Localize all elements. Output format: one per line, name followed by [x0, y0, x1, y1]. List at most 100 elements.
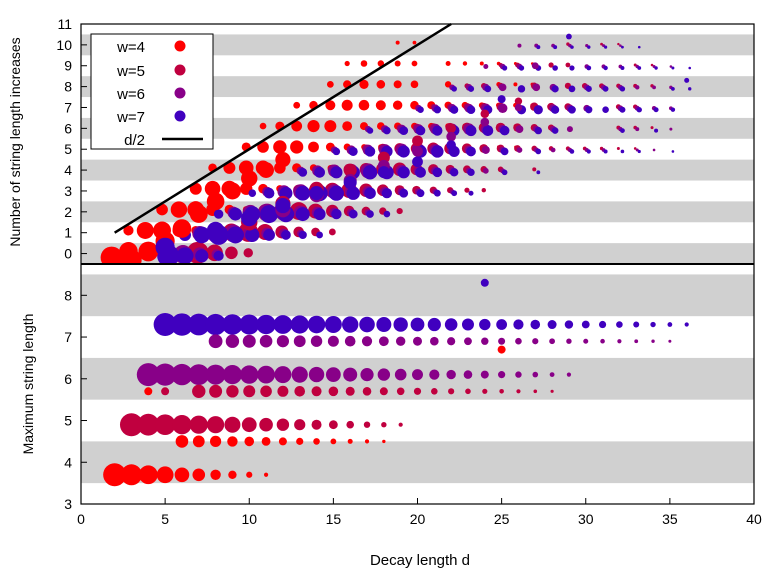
- row-subpoint: [482, 388, 488, 394]
- point-w7: [275, 197, 291, 214]
- row-subpoint: [344, 335, 356, 347]
- row-point-w7: [581, 320, 590, 329]
- point-w7: [536, 170, 541, 175]
- row-point-w6: [291, 366, 308, 383]
- row-subpoint: [413, 387, 422, 395]
- point-w5: [243, 248, 253, 258]
- point-w4: [360, 60, 368, 67]
- y-tick-label: 1: [64, 225, 72, 241]
- point-w7: [620, 149, 625, 154]
- row-subpoint: [347, 438, 353, 444]
- point-w7: [501, 169, 508, 176]
- row-point-w6: [171, 363, 193, 386]
- point-w7: [654, 66, 658, 70]
- extra-point: [161, 387, 170, 396]
- point-w7: [619, 106, 626, 113]
- point-w7: [585, 85, 592, 92]
- row-subpoint: [242, 334, 256, 348]
- point-w7: [226, 226, 244, 244]
- point-w7: [533, 105, 543, 115]
- point-w7: [176, 247, 194, 264]
- point-w4: [206, 192, 225, 211]
- legend-box: [90, 33, 214, 150]
- row-point-w7: [153, 313, 177, 337]
- point-w7: [568, 85, 576, 93]
- point-w7: [637, 45, 641, 49]
- point-w7: [552, 65, 558, 71]
- point-w7: [654, 128, 659, 133]
- row-point-w5: [241, 417, 257, 433]
- point-w7: [415, 166, 426, 178]
- row-point-w6: [463, 370, 473, 379]
- legend-marker-w6: [174, 87, 186, 99]
- point-w7: [653, 107, 659, 113]
- row-point-w5: [207, 416, 225, 434]
- x-tick-label: 30: [578, 511, 594, 527]
- row-point-w7: [376, 317, 392, 333]
- point-w7: [551, 127, 559, 134]
- x-tick-label: 10: [241, 511, 257, 527]
- row-point-w6: [188, 364, 210, 386]
- row-point-w6: [325, 367, 341, 383]
- point-w7: [314, 166, 325, 178]
- row-subpoint: [227, 436, 238, 447]
- row-point-w7: [444, 318, 458, 331]
- row-subpoint: [447, 337, 456, 346]
- point-w7: [399, 188, 409, 198]
- point-w7: [383, 210, 391, 218]
- point-w7: [432, 167, 443, 178]
- row-subpoint: [209, 384, 223, 398]
- row-point-w4: [103, 463, 127, 487]
- point-w7: [330, 166, 343, 179]
- point-w4: [462, 61, 468, 66]
- point-w6: [514, 103, 523, 112]
- point-w6: [412, 145, 423, 157]
- row-point-w4: [138, 465, 158, 485]
- point-w7: [587, 45, 591, 49]
- row-subpoint: [481, 337, 489, 345]
- y-tick-label: 2: [64, 204, 72, 220]
- point-w7: [332, 147, 341, 156]
- point-w5: [225, 246, 238, 260]
- x-tick-label: 35: [662, 511, 678, 527]
- row-subpoint: [225, 334, 240, 348]
- point-w7: [431, 145, 444, 158]
- row-subpoint: [175, 435, 189, 448]
- point-w4: [156, 203, 168, 216]
- point-w4: [172, 219, 192, 238]
- row-point-w5: [363, 421, 371, 428]
- point-w7: [671, 150, 675, 153]
- point-w7: [671, 66, 675, 70]
- point-w5: [650, 126, 654, 130]
- row-point-w7: [547, 320, 557, 330]
- row-subpoint: [499, 389, 504, 394]
- y-tick-label: 11: [57, 16, 72, 32]
- point-w7: [467, 85, 475, 92]
- row-subpoint: [311, 386, 322, 397]
- row-point-w7: [496, 319, 508, 330]
- point-w7: [433, 189, 441, 197]
- point-w4: [410, 80, 419, 89]
- point-w4: [170, 201, 188, 218]
- point-w5: [532, 167, 537, 172]
- row-point-w7: [359, 316, 375, 333]
- point-w6: [515, 125, 524, 133]
- point-w7: [619, 86, 626, 92]
- y-tick-label: 0: [64, 246, 72, 262]
- x-tick-label: 20: [410, 511, 426, 527]
- x-tick-label: 0: [77, 511, 85, 527]
- point-w7: [534, 126, 543, 135]
- point-w4: [307, 119, 320, 133]
- row-subpoint: [600, 338, 605, 344]
- point-w6: [531, 62, 539, 70]
- point-w4: [393, 80, 402, 89]
- point-w7: [416, 189, 425, 198]
- point-w7: [417, 106, 424, 114]
- row-point-w4: [246, 471, 253, 478]
- point-w5: [565, 62, 571, 68]
- point-w6: [635, 127, 640, 132]
- point-w7: [263, 187, 275, 199]
- point-w4: [394, 60, 401, 67]
- point-w7: [295, 185, 311, 201]
